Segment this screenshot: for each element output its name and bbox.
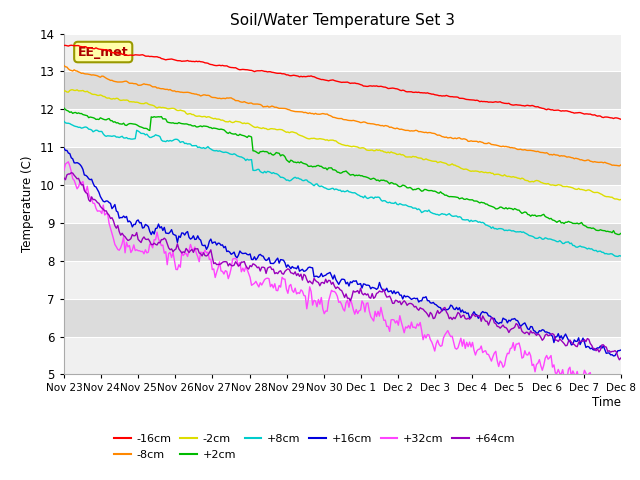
Bar bbox=[64, 299, 621, 336]
Bar bbox=[64, 72, 621, 109]
X-axis label: Time: Time bbox=[592, 396, 621, 409]
Bar bbox=[64, 336, 621, 374]
Bar bbox=[64, 34, 621, 72]
Bar bbox=[64, 261, 621, 299]
Bar bbox=[64, 109, 621, 147]
Bar bbox=[64, 147, 621, 185]
Y-axis label: Temperature (C): Temperature (C) bbox=[21, 156, 35, 252]
Text: EE_met: EE_met bbox=[78, 46, 129, 59]
Bar bbox=[64, 223, 621, 261]
Bar bbox=[64, 185, 621, 223]
Title: Soil/Water Temperature Set 3: Soil/Water Temperature Set 3 bbox=[230, 13, 455, 28]
Legend: -16cm, -8cm, -2cm, +2cm, +8cm, +16cm, +32cm, +64cm: -16cm, -8cm, -2cm, +2cm, +8cm, +16cm, +3… bbox=[109, 430, 520, 464]
